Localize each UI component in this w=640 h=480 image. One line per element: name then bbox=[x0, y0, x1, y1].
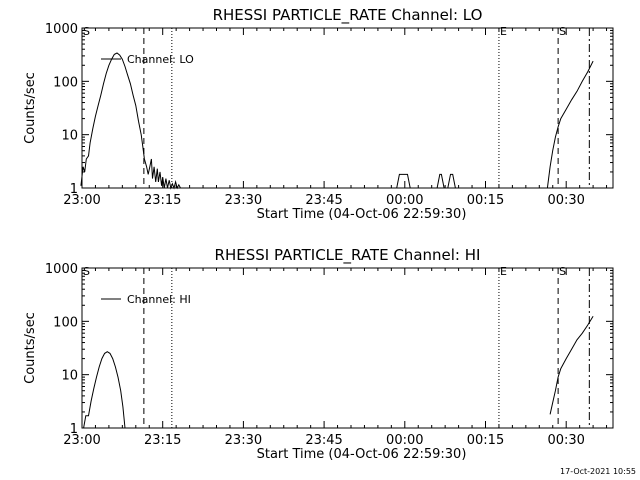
data-series-line bbox=[546, 60, 594, 189]
event-marker-label: S bbox=[559, 25, 566, 38]
x-tick-label: 00:30 bbox=[547, 433, 584, 448]
data-series-line bbox=[83, 351, 126, 429]
y-axis-label: Counts/sec bbox=[23, 72, 38, 144]
event-marker-label: S bbox=[83, 265, 90, 278]
y-tick-label: 1000 bbox=[45, 22, 78, 37]
x-tick-label: 23:45 bbox=[305, 433, 342, 448]
x-tick-label: 00:00 bbox=[386, 433, 423, 448]
legend-label: Channel: HI bbox=[127, 293, 191, 306]
legend-label: Channel: LO bbox=[127, 53, 194, 66]
event-marker-label: S bbox=[83, 25, 90, 38]
data-series-line bbox=[549, 315, 594, 415]
x-tick-label: 23:15 bbox=[144, 433, 181, 448]
x-tick-label: 00:15 bbox=[467, 433, 504, 448]
footer-timestamp: 17-Oct-2021 10:55 bbox=[560, 467, 636, 476]
x-tick-label: 23:00 bbox=[63, 433, 100, 448]
x-axis-label: Start Time (04-Oct-06 22:59:30) bbox=[257, 207, 467, 222]
x-tick-label: 00:00 bbox=[386, 193, 423, 208]
data-series-line bbox=[447, 173, 456, 189]
event-marker-label: S bbox=[559, 265, 566, 278]
x-tick-label: 23:30 bbox=[225, 193, 262, 208]
x-tick-label: 23:30 bbox=[225, 433, 262, 448]
y-tick-label: 1 bbox=[70, 422, 78, 437]
chart-title: RHESSI PARTICLE_RATE Channel: LO bbox=[213, 6, 483, 25]
data-series-line bbox=[436, 173, 445, 189]
event-marker-label: E bbox=[500, 25, 507, 38]
y-tick-label: 10 bbox=[61, 129, 78, 144]
y-tick-label: 10 bbox=[61, 369, 78, 384]
chart-panel-lo: RHESSI PARTICLE_RATE Channel: LO 1 10 100 10… bbox=[23, 6, 614, 222]
x-tick-label: 23:00 bbox=[63, 193, 100, 208]
y-tick-label: 1 bbox=[70, 182, 78, 197]
x-tick-label: 23:15 bbox=[144, 193, 181, 208]
chart-panel-hi: RHESSI PARTICLE_RATE Channel: HI 1 10 100 10… bbox=[23, 246, 614, 462]
data-series-line bbox=[396, 173, 411, 189]
x-tick-label: 00:30 bbox=[547, 193, 584, 208]
y-tick-label: 100 bbox=[53, 75, 78, 90]
x-axis-label: Start Time (04-Oct-06 22:59:30) bbox=[257, 447, 467, 462]
plot-frame bbox=[81, 267, 614, 429]
x-tick-label: 00:15 bbox=[467, 193, 504, 208]
event-marker-label: E bbox=[500, 265, 507, 278]
y-axis-label: Counts/sec bbox=[23, 312, 38, 384]
plot-frame bbox=[81, 27, 614, 189]
chart-title: RHESSI PARTICLE_RATE Channel: HI bbox=[215, 246, 481, 265]
y-tick-label: 1000 bbox=[45, 262, 78, 277]
x-tick-label: 23:45 bbox=[305, 193, 342, 208]
y-tick-label: 100 bbox=[53, 315, 78, 330]
data-series-line bbox=[80, 52, 183, 190]
